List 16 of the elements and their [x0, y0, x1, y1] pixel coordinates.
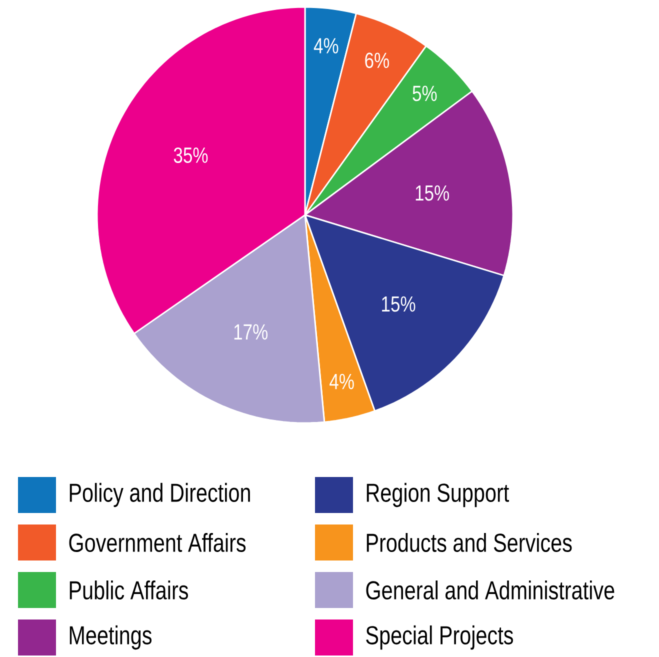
legend-label: Government Affairs	[69, 532, 246, 552]
legend-label: Products and Services	[366, 532, 572, 552]
data-label: 4%	[314, 38, 338, 54]
data-label: 17%	[234, 324, 268, 340]
legend-label: Public Affairs	[70, 580, 188, 600]
legend-label: Region Support	[366, 482, 510, 508]
legend-label: Special Projects	[366, 625, 513, 650]
legend-label: General and Administrative	[366, 580, 614, 600]
data-label: 6%	[365, 52, 389, 68]
data-label: 15%	[382, 296, 416, 312]
data-label: 35%	[174, 147, 208, 163]
legend-label: Policy and Direction	[70, 482, 250, 508]
legend-label: Meetings	[70, 625, 152, 650]
data-label: 15%	[416, 185, 449, 201]
data-label: 4%	[330, 374, 354, 390]
data-label: 5%	[412, 86, 437, 102]
